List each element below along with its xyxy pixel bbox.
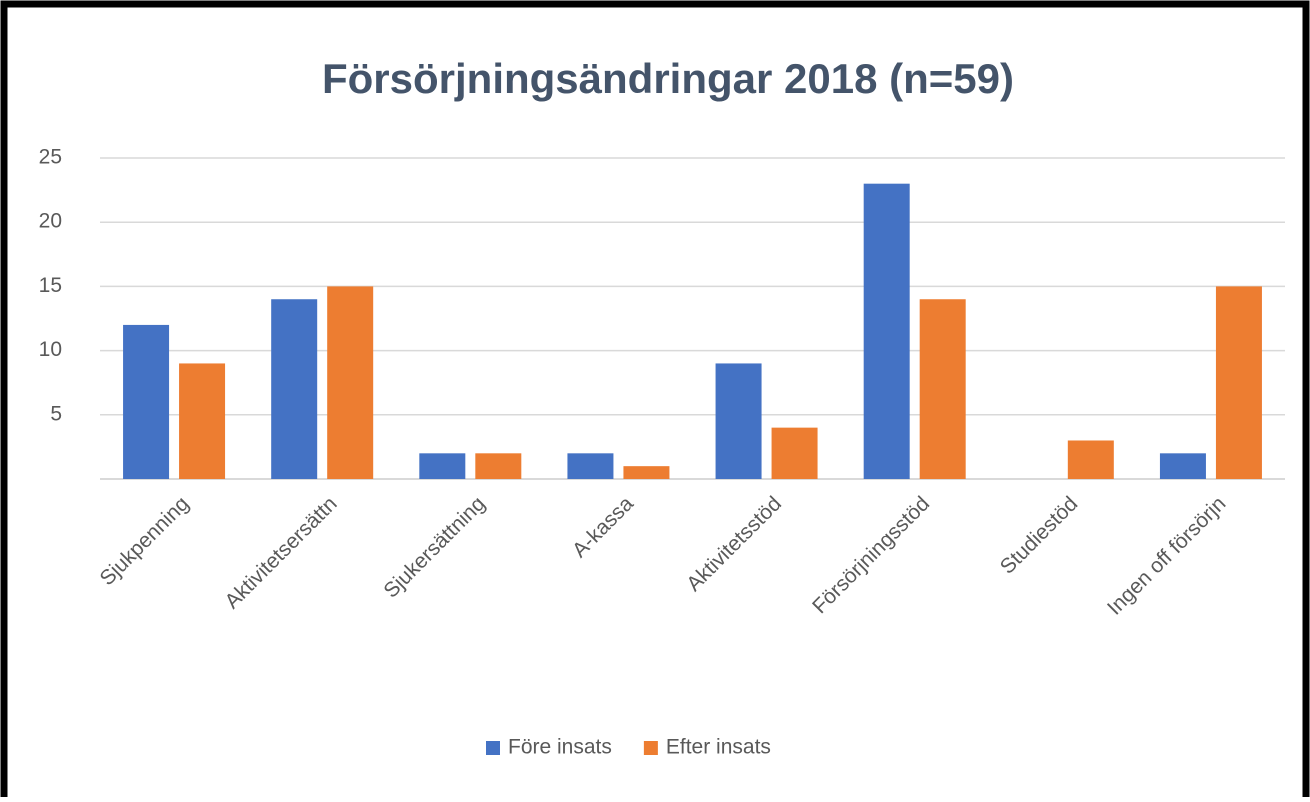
bar — [419, 453, 466, 479]
bar — [327, 286, 374, 479]
chart-title: Försörjningsändringar 2018 (n=59) — [322, 55, 1014, 102]
bar — [123, 324, 170, 479]
bar — [179, 363, 226, 479]
bar — [475, 453, 522, 479]
y-tick-label: 25 — [39, 146, 62, 169]
bar — [623, 466, 670, 479]
legend-swatch — [486, 741, 500, 755]
y-tick-label: 5 — [50, 402, 62, 425]
y-tick-label: 20 — [39, 210, 62, 233]
legend-label: Före insats — [508, 736, 612, 759]
bar — [1067, 440, 1114, 479]
bar — [919, 299, 966, 479]
bar — [1159, 453, 1206, 479]
legend-swatch — [643, 741, 658, 755]
legend-label: Efter insats — [666, 736, 771, 759]
bar — [1215, 286, 1262, 479]
bar — [771, 427, 818, 479]
y-tick-label: 10 — [39, 338, 62, 361]
bar — [271, 299, 318, 479]
bar — [567, 453, 614, 479]
y-tick-label: 15 — [39, 274, 62, 297]
bar — [715, 363, 762, 479]
bar — [863, 183, 910, 479]
